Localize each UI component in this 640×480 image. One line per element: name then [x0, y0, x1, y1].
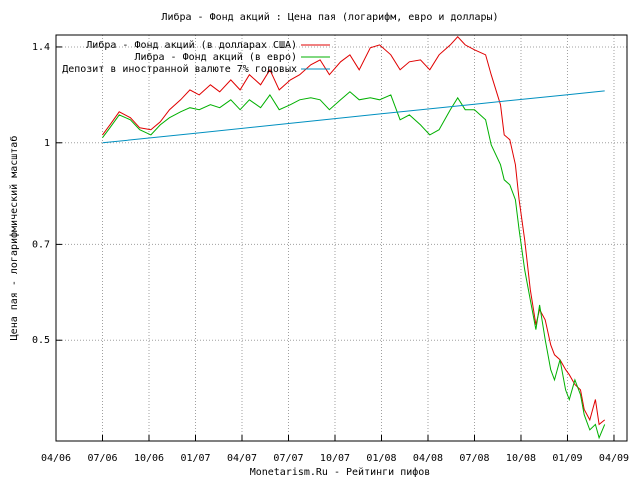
y-tick-label: 1.4	[32, 42, 50, 53]
x-tick-label: 07/08	[459, 453, 489, 464]
x-tick-label: 07/07	[273, 453, 303, 464]
x-tick-label: 10/06	[134, 453, 164, 464]
plot-frame	[55, 34, 628, 442]
x-tick-label: 04/06	[41, 453, 71, 464]
x-tick-label: 10/08	[506, 453, 536, 464]
chart-title: Либра - Фонд акций : Цена пая (логарифм,…	[161, 11, 498, 23]
x-tick-label: 01/09	[552, 453, 582, 464]
x-tick-label: 04/08	[413, 453, 443, 464]
series-line	[102, 90, 605, 144]
legend-label: Либра - Фонд акций (в долларах США)	[86, 39, 297, 51]
x-tick-label: 01/08	[366, 453, 396, 464]
legend-label: Депозит в иностранной валюте 7% годовых	[62, 63, 297, 75]
x-tick-label: 07/06	[87, 453, 117, 464]
x-tick-label: 04/09	[599, 453, 629, 464]
y-tick-label: 0.5	[32, 335, 50, 346]
y-tick-label: 0.7	[32, 239, 50, 250]
legend-label: Либра - Фонд акций (в евро)	[134, 51, 297, 63]
x-axis-label: Monetarism.Ru - Рейтинги пифов	[250, 466, 431, 478]
series-line	[102, 91, 606, 440]
x-tick-label: 01/07	[180, 453, 210, 464]
y-axis-label: Цена пая - логарифмический масштаб	[8, 136, 20, 341]
x-tick-label: 10/07	[320, 453, 350, 464]
x-tick-label: 04/07	[227, 453, 257, 464]
series-line	[102, 36, 606, 426]
y-tick-label: 1	[44, 138, 50, 149]
